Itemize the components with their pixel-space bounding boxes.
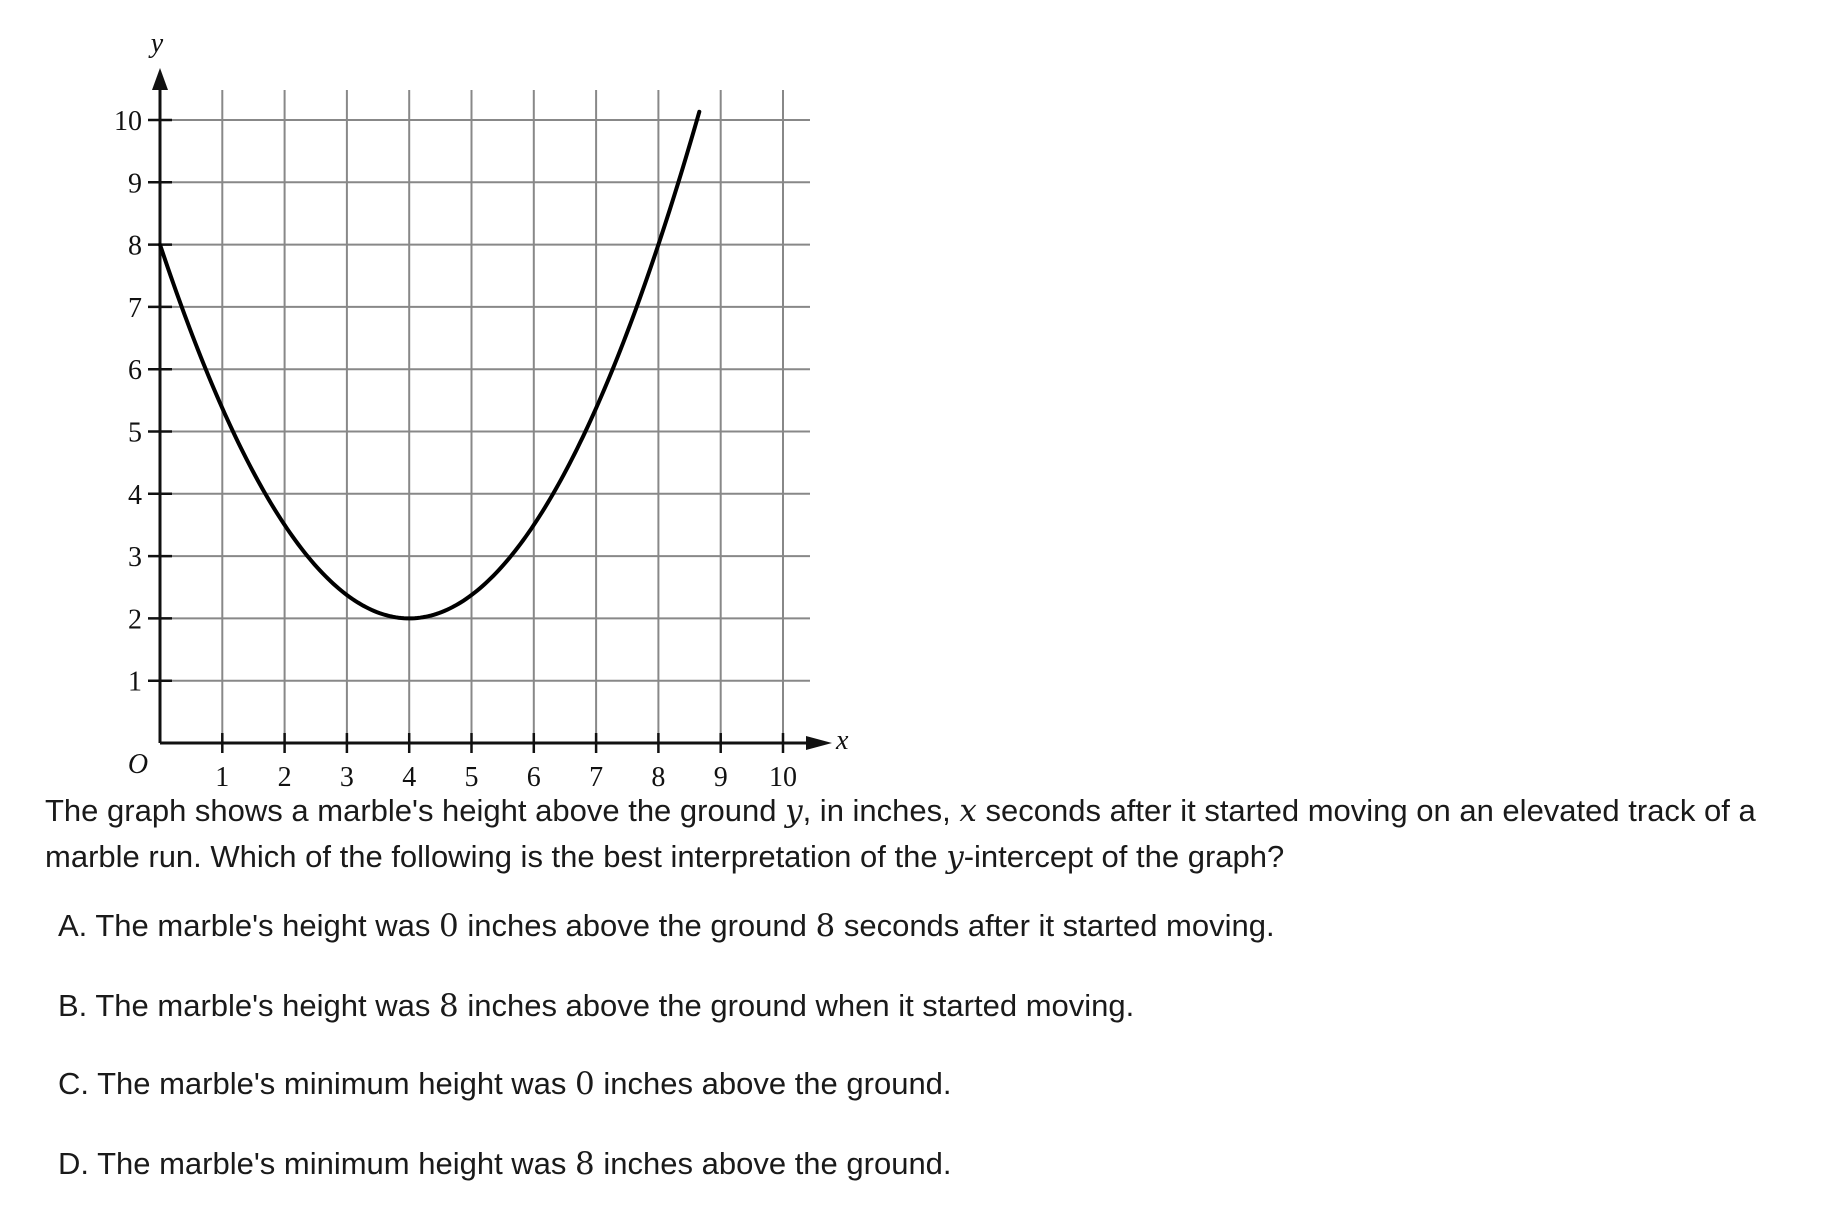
x-tick-marks xyxy=(221,733,785,753)
answer-choice-d[interactable]: D. The marble's minimum height was 8 inc… xyxy=(58,1144,952,1184)
choice-number: 8 xyxy=(575,1146,595,1182)
choice-text: inches above the ground. xyxy=(594,1066,952,1101)
question-text: The graph shows a marble's height above … xyxy=(45,788,1815,880)
x-tick-label: 1 xyxy=(215,762,229,793)
choice-letter: A. xyxy=(58,908,96,943)
y-tick-label: 10 xyxy=(114,106,142,137)
y-tick-marks xyxy=(148,118,172,682)
y-tick-label: 4 xyxy=(128,480,142,511)
answer-choice-b[interactable]: B. The marble's height was 8 inches abov… xyxy=(58,986,1134,1026)
x-axis-label: x xyxy=(835,725,849,756)
x-axis-arrowhead xyxy=(806,736,832,750)
answer-choice-a[interactable]: A. The marble's height was 0 inches abov… xyxy=(58,906,1275,946)
question-part-3: seconds after it started moving on an el… xyxy=(45,793,1756,874)
choice-letter: C. xyxy=(58,1066,98,1101)
variable-y: y xyxy=(785,793,803,829)
variable-y-intercept: y xyxy=(946,839,964,875)
y-tick-label: 7 xyxy=(128,293,142,324)
choice-text: The marble's minimum height was xyxy=(97,1066,576,1101)
y-axis-label: y xyxy=(148,28,164,59)
variable-x: x xyxy=(959,793,977,829)
choice-text: inches above the ground xyxy=(458,908,816,943)
question-part-4: -intercept of the graph? xyxy=(963,839,1285,874)
x-tick-label: 9 xyxy=(714,762,728,793)
x-tick-label: 8 xyxy=(651,762,665,793)
y-tick-label: 9 xyxy=(128,168,142,199)
x-tick-labels: 1 2 3 4 5 6 7 8 9 10 xyxy=(215,762,797,793)
choice-number: 0 xyxy=(575,1066,595,1102)
choice-letter: D. xyxy=(58,1146,98,1181)
origin-label: O xyxy=(128,749,148,780)
horizontal-grid-lines xyxy=(160,119,810,682)
x-tick-label: 5 xyxy=(465,762,479,793)
y-tick-label: 2 xyxy=(128,604,142,635)
y-tick-label: 1 xyxy=(128,667,142,698)
question-part-1: The graph shows a marble's height above … xyxy=(45,793,786,828)
y-tick-labels: 1 2 3 4 5 6 7 8 9 10 xyxy=(114,106,142,698)
choice-number: 8 xyxy=(438,988,459,1024)
answer-choice-c[interactable]: C. The marble's minimum height was 0 inc… xyxy=(58,1064,952,1104)
parabola-curve xyxy=(158,109,702,621)
question-part-2: , in inches, xyxy=(802,793,960,828)
choice-text: inches above the ground. xyxy=(594,1146,952,1181)
y-axis-arrowhead xyxy=(152,68,168,90)
x-tick-label: 2 xyxy=(278,762,292,793)
marble-height-graph: 1 2 3 4 5 6 7 8 9 10 1 2 3 4 5 6 7 8 9 10 x y O xyxy=(114,28,849,793)
choice-text: The marble's minimum height was xyxy=(97,1146,576,1181)
vertical-grid-lines xyxy=(221,90,784,743)
y-tick-label: 5 xyxy=(128,418,142,449)
y-tick-label: 3 xyxy=(128,542,142,573)
choice-text: seconds after it started moving. xyxy=(835,908,1275,943)
y-tick-label: 6 xyxy=(128,355,142,386)
choice-number: 8 xyxy=(815,908,836,944)
x-tick-label: 6 xyxy=(527,762,541,793)
y-tick-label: 8 xyxy=(128,231,142,262)
x-tick-label: 10 xyxy=(769,762,797,793)
choice-letter: B. xyxy=(58,988,96,1023)
x-tick-label: 7 xyxy=(589,762,603,793)
choice-text: The marble's height was xyxy=(95,988,439,1023)
x-tick-label: 3 xyxy=(340,762,354,793)
x-tick-label: 4 xyxy=(402,762,416,793)
choice-text: The marble's height was xyxy=(95,908,439,943)
choice-text: inches above the ground when it started … xyxy=(458,988,1135,1023)
choice-number: 0 xyxy=(438,908,459,944)
